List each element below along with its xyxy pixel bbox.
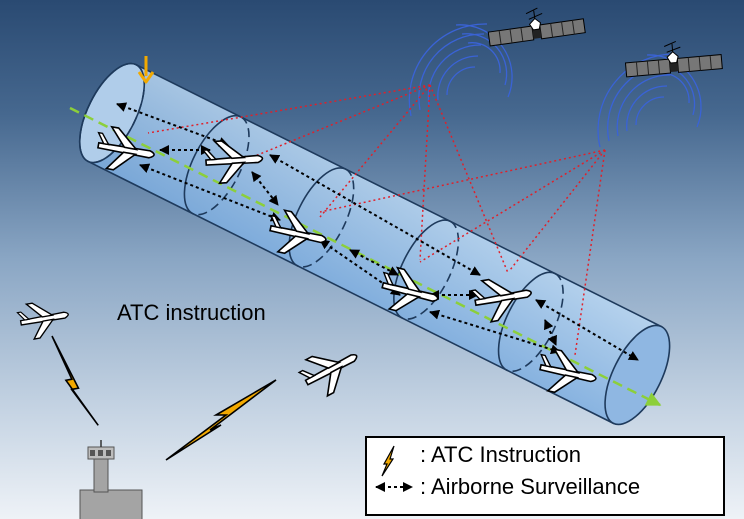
legend-lightning-icon (381, 445, 395, 477)
entry-arrow (137, 56, 155, 84)
atc-instruction-label: ATC instruction (117, 300, 266, 325)
surveillance-links (116, 102, 639, 361)
legend-atc-label: : ATC Instruction (420, 442, 581, 467)
lightning-bolt-1-icon (51, 335, 99, 426)
lightning-bolt-2-icon (165, 379, 277, 461)
legend-surveillance-label: : Airborne Surveillance (420, 474, 640, 499)
control-tower-icon (79, 440, 143, 519)
satellite-signal-waves (408, 23, 702, 148)
legend: : ATC Instruction : Airborne Surveillanc… (365, 436, 725, 516)
